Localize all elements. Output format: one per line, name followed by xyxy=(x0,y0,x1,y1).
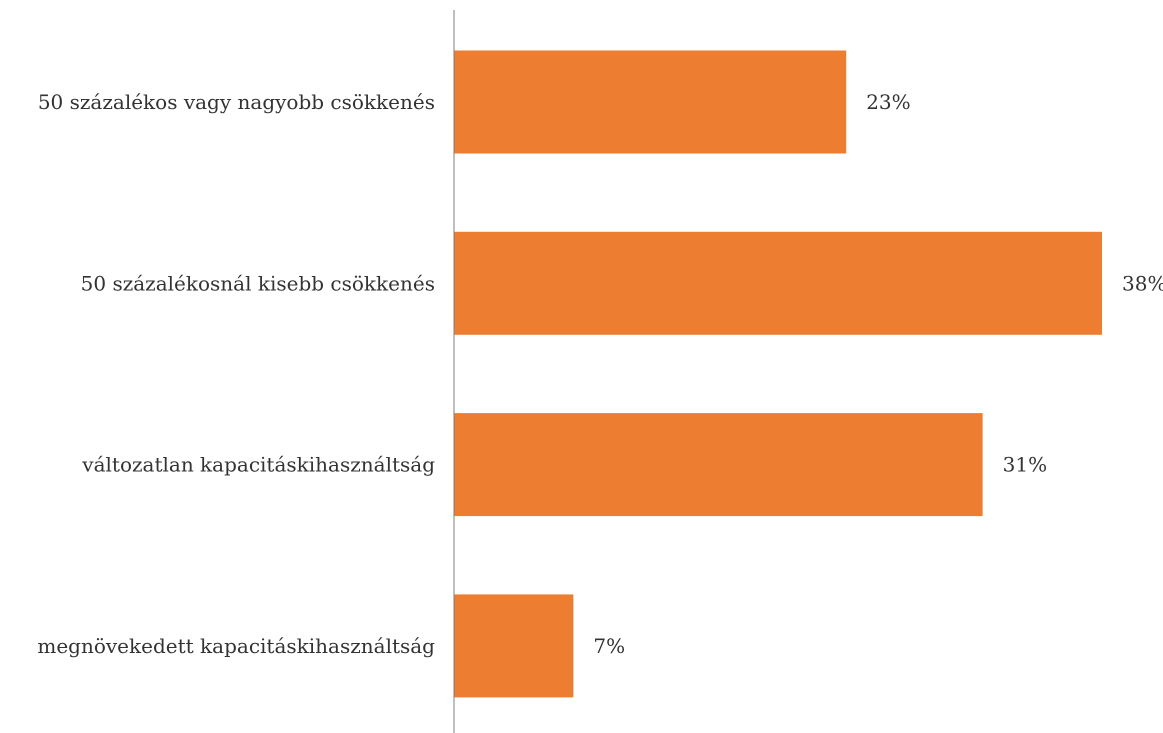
category-label-0: 50 százalékos vagy nagyobb csökkenés xyxy=(38,90,435,114)
bar-3 xyxy=(454,594,574,698)
value-label-0: 23% xyxy=(866,90,910,114)
category-label-1: 50 százalékosnál kisebb csökkenés xyxy=(81,271,435,295)
value-label-3: 7% xyxy=(593,634,625,658)
category-label-3: megnövekedett kapacitáskihasználtság xyxy=(37,634,435,658)
category-label-2: változatlan kapacitáskihasználtság xyxy=(81,453,435,477)
value-label-2: 31% xyxy=(1003,453,1047,477)
bars-layer xyxy=(454,50,1102,698)
labels-layer: 50 százalékos vagy nagyobb csökkenés 23% 5… xyxy=(37,90,1163,658)
bar-2 xyxy=(454,413,983,517)
bar-1 xyxy=(454,231,1102,335)
bar-0 xyxy=(454,50,847,154)
value-label-1: 38% xyxy=(1122,271,1163,295)
